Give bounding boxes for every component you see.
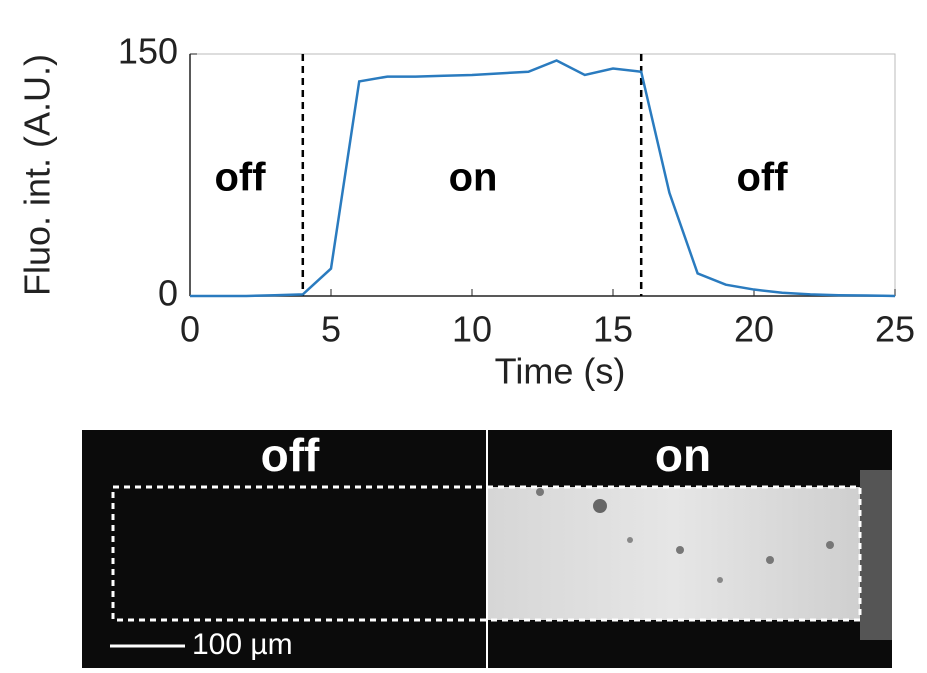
spot xyxy=(766,556,774,564)
spot xyxy=(593,499,607,513)
x-tick-label: 15 xyxy=(593,309,633,350)
spot xyxy=(717,577,723,583)
spot xyxy=(676,546,684,554)
image-label: on xyxy=(655,429,711,481)
x-tick-label: 20 xyxy=(734,309,774,350)
x-tick-label: 25 xyxy=(875,309,915,350)
micrograph: off on 100 µm xyxy=(82,429,892,668)
plot-frame xyxy=(189,53,896,297)
image-bright xyxy=(488,487,860,620)
x-tick-label: 0 xyxy=(180,309,200,350)
spot xyxy=(536,488,544,496)
y-tick-label: 0 xyxy=(158,273,178,314)
spot xyxy=(826,541,834,549)
image-edge xyxy=(860,470,892,640)
y-tick-label: 150 xyxy=(118,31,178,72)
x-tick-label: 5 xyxy=(321,309,341,350)
image-label: off xyxy=(261,429,320,481)
annotation: off xyxy=(214,156,266,200)
scale-bar-label: 100 µm xyxy=(192,628,293,661)
annotation: off xyxy=(736,156,788,200)
x-tick-label: 10 xyxy=(452,309,492,350)
spot xyxy=(627,537,633,543)
x-axis-label: Time (s) xyxy=(495,351,626,392)
data-line xyxy=(190,59,896,298)
annotation: on xyxy=(449,156,498,200)
y-axis-label: Fluo. int. (A.U.) xyxy=(17,54,58,296)
